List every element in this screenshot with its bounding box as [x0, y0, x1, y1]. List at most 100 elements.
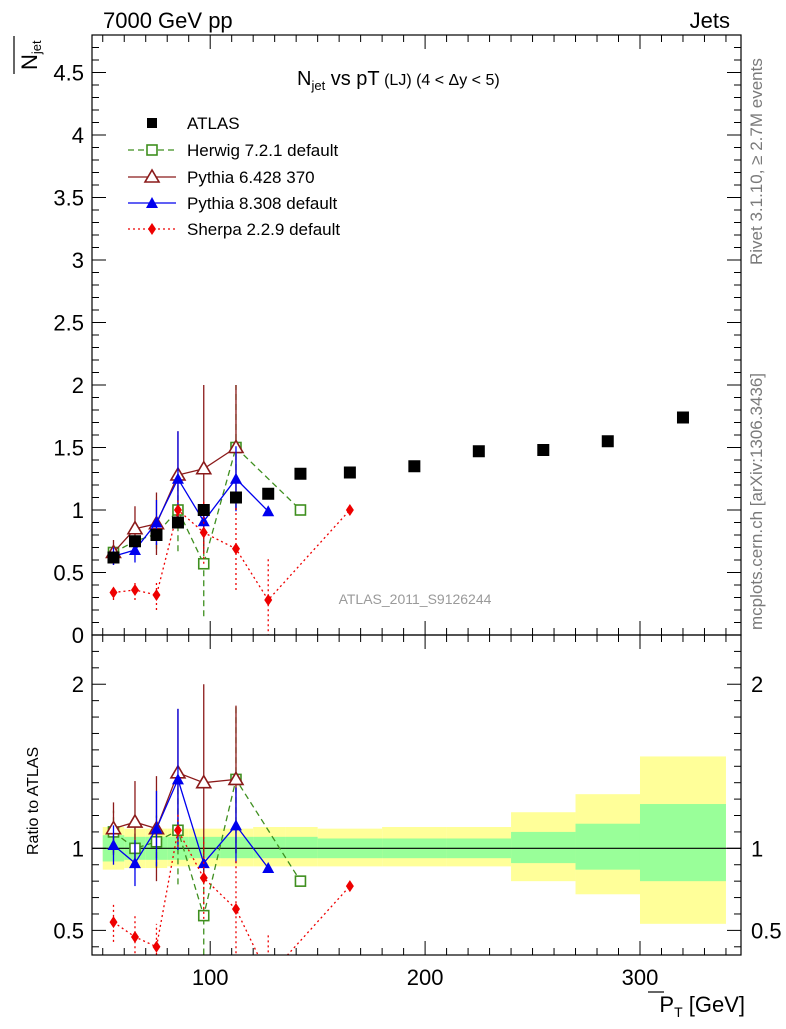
ratio-band-stat: [511, 831, 576, 864]
legend-marker: [146, 144, 158, 156]
legend-entry-pythia-6-428-370: Pythia 6.428 370: [128, 168, 315, 187]
main-point-sherpa-2-2-9-default: [199, 526, 208, 539]
x-tick-label: 200: [407, 965, 444, 990]
legend-marker: [146, 197, 158, 208]
main-point-atlas: [171, 516, 184, 529]
ratio-y-tick-label-left: 1: [72, 836, 84, 861]
y-tick-label: 0.5: [53, 561, 84, 586]
legend-entry-pythia-8-308-default: Pythia 8.308 default: [128, 194, 338, 213]
main-point-sherpa-2-2-9-default: [173, 504, 182, 516]
ratio-point-sherpa-2-2-9-default: [345, 880, 354, 893]
ratio-point-pythia-8-308-default: [128, 857, 141, 869]
ratio-plot-frame: [91, 634, 742, 956]
ratio-point-pythia-8-308-default: [107, 839, 120, 851]
legend-entry-herwig-7-2-1-default: Herwig 7.2.1 default: [128, 141, 338, 160]
main-point-pythia-8-308-default: [128, 544, 141, 555]
ratio-point-pythia-8-308-default: [262, 862, 275, 874]
main-point-sherpa-2-2-9-default: [345, 504, 354, 516]
main-point-sherpa-2-2-9-default: [231, 542, 240, 555]
ratio-line-sherpa-2-2-9-default: [113, 828, 351, 955]
legend-label: Pythia 8.308 default: [187, 194, 338, 213]
main-point-pythia-6-428-370: [195, 460, 213, 475]
ratio-y-axis-label: Ratio to ATLAS: [25, 747, 42, 855]
legend: ATLAS Herwig 7.2.1 default Pythia 6.428 37…: [128, 114, 340, 239]
legend-marker: [148, 223, 156, 235]
main-point-sherpa-2-2-9-default: [130, 584, 139, 596]
ratio-band-stat: [188, 836, 221, 859]
main-series-pythia-6-428-370: [105, 385, 245, 565]
ratio-band-stat: [575, 823, 640, 870]
x-tick-label: 300: [622, 965, 659, 990]
main-point-atlas: [262, 487, 275, 500]
legend-label: Sherpa 2.2.9 default: [187, 220, 340, 239]
ratio-point-sherpa-2-2-9-default: [152, 940, 161, 953]
y-tick-label: 1: [72, 498, 84, 523]
main-point-herwig-7-2-1-default: [294, 504, 307, 516]
main-point-sherpa-2-2-9-default: [264, 594, 273, 606]
ratio-y-tick-label-right: 0.5: [751, 918, 782, 943]
ratio-y-tick-label-right: 1: [751, 836, 763, 861]
ratio-point-sherpa-2-2-9-default: [231, 903, 240, 916]
ratio-point-pythia-6-428-370: [227, 770, 245, 786]
ratio-band-stat: [220, 836, 254, 859]
ratio-point-sherpa-2-2-9-default: [173, 824, 182, 837]
main-point-atlas: [128, 535, 141, 548]
ratio-band-stat: [253, 836, 286, 859]
ratio-point-pythia-6-428-370: [126, 813, 144, 828]
ratio-band-stat: [639, 804, 726, 882]
main-line-sherpa-2-2-9-default: [113, 508, 351, 602]
main-point-atlas: [150, 529, 163, 541]
ratio-point-sherpa-2-2-9-default: [109, 916, 118, 929]
main-point-atlas: [343, 466, 356, 479]
rivet-version-label: Rivet 3.1.10, ≥ 2.7M events: [747, 58, 766, 265]
ratio-point-pythia-6-428-370: [195, 774, 213, 789]
y-tick-label: 4: [72, 123, 84, 148]
main-point-pythia-8-308-default: [197, 515, 210, 527]
legend-label: Pythia 6.428 370: [187, 168, 315, 187]
legend-label: Herwig 7.2.1 default: [187, 141, 338, 160]
ratio-plot-area: 100 200 300 0.5 0.5 1 1 2 2: [53, 634, 782, 990]
main-point-atlas: [537, 444, 550, 456]
main-point-atlas: [197, 504, 210, 516]
y-tick-label: 1.5: [53, 436, 84, 461]
ratio-point-herwig-7-2-1-default: [294, 875, 307, 887]
ratio-band-stat: [285, 836, 318, 859]
legend-marker: [147, 118, 157, 128]
main-point-atlas: [676, 411, 689, 424]
ratio-point-pythia-8-308-default: [171, 773, 184, 785]
main-point-pythia-8-308-default: [150, 516, 163, 528]
main-point-atlas: [229, 491, 242, 504]
main-plot-area: 0 0.5 1 1.5 2 2.5 3 3.5 4 4.5 Njet vs pT (LJ) (4 …: [53, 34, 742, 648]
legend-entry-sherpa-2-2-9-default: Sherpa 2.2.9 default: [128, 220, 340, 239]
y-tick-label: 4.5: [53, 61, 84, 86]
legend-marker: [143, 168, 161, 183]
main-point-atlas: [408, 460, 421, 473]
ratio-y-tick-label-left: 2: [72, 672, 84, 697]
x-axis-label: PT [GeV]: [648, 991, 745, 1020]
main-point-pythia-8-308-default: [229, 472, 242, 484]
main-point-atlas: [601, 435, 614, 448]
main-point-atlas: [472, 445, 485, 458]
y-tick-label: 3.5: [53, 186, 84, 211]
y-tick-label: 3: [72, 248, 84, 273]
x-tick-label: 100: [192, 965, 229, 990]
ratio-point-herwig-7-2-1-default: [197, 909, 210, 922]
y-tick-label: 0: [72, 623, 84, 648]
ratio-point-pythia-8-308-default: [150, 822, 163, 834]
header-right-label: Jets: [690, 8, 730, 33]
legend-entry-atlas: ATLAS: [147, 114, 240, 133]
plot-title: Njet vs pT (LJ) (4 < Δy < 5): [297, 68, 500, 93]
ratio-y-tick-label-right: 2: [751, 672, 763, 697]
main-point-pythia-6-428-370: [126, 520, 144, 535]
ratio-point-sherpa-2-2-9-default: [199, 871, 208, 884]
main-series-atlas: [107, 411, 689, 564]
y-tick-label: 2: [72, 373, 84, 398]
main-point-atlas: [294, 467, 307, 480]
legend-label: ATLAS: [187, 114, 240, 133]
ratio-point-sherpa-2-2-9-default: [130, 930, 139, 943]
main-point-sherpa-2-2-9-default: [152, 589, 161, 601]
header-left-label: 7000 GeV pp: [103, 8, 233, 33]
y-tick-label: 2.5: [53, 311, 84, 336]
main-point-sherpa-2-2-9-default: [109, 586, 118, 599]
